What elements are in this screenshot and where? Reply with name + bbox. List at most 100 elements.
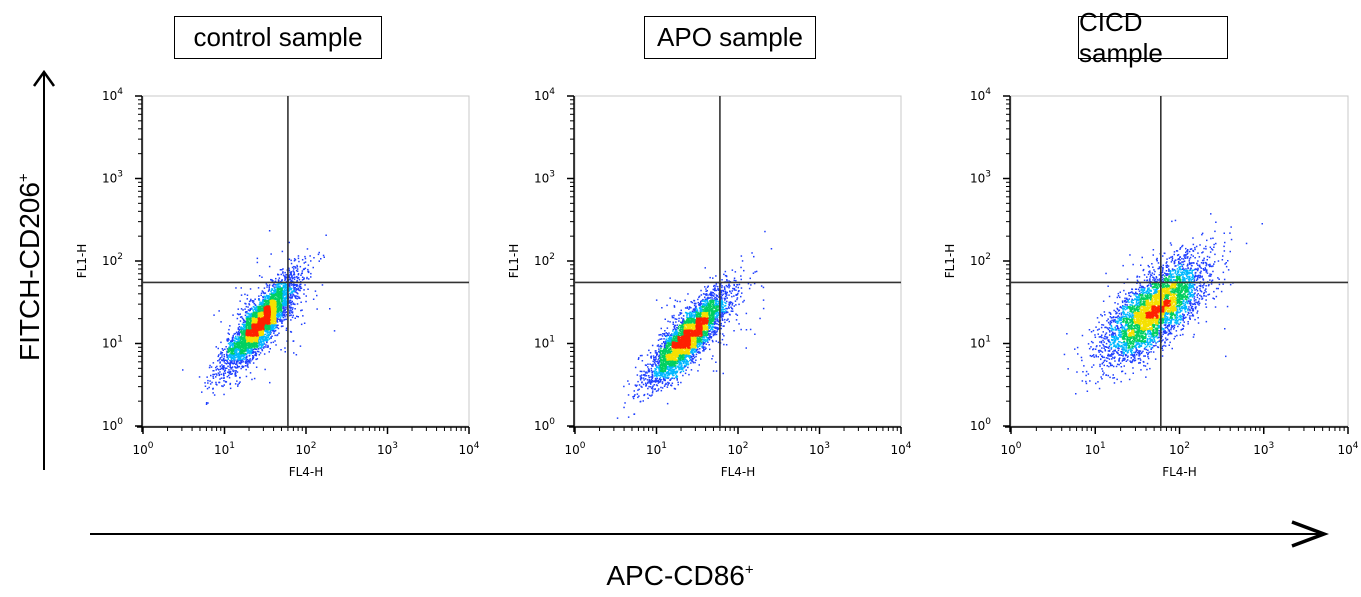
event-point [228,362,231,365]
x-tick-label: 104 [458,441,479,457]
event-point [239,336,242,339]
event-point [290,292,292,294]
event-point [704,298,707,300]
event-point [642,374,645,376]
event-point [248,313,250,316]
event-point [684,311,687,314]
event-point [726,291,728,294]
event-point [246,337,248,340]
event-point [229,364,231,366]
event-point [216,374,218,376]
event-point [295,269,298,272]
event-point [691,301,693,304]
event-point [241,365,244,367]
event-point [236,343,238,345]
event-point [273,316,276,319]
event-point [250,336,253,338]
event-point [683,366,686,368]
event-point [279,316,281,318]
event-point [257,333,259,335]
event-point [693,302,696,305]
event-point [234,340,236,342]
event-point [264,338,266,340]
event-point [289,301,292,304]
event-point [281,315,283,318]
event-point [229,344,231,346]
event-point [242,355,245,357]
event-point [225,346,227,348]
event-point [229,382,232,385]
event-point [278,302,281,304]
event-point [770,248,773,250]
event-point [240,331,242,333]
event-point [715,319,717,321]
event-point [667,383,670,385]
event-point [232,339,234,342]
event-point [232,347,234,350]
event-point [249,344,251,346]
event-point [274,309,276,312]
event-point [726,279,728,281]
event-point [676,377,678,380]
event-point [268,288,271,290]
event-point [235,360,238,363]
event-point [266,286,268,288]
event-point [695,355,697,358]
event-point [217,355,219,358]
event-point [695,359,697,361]
flow-cytometry-plots: 100 101 102 103 104100101102103104FL4-HFL1-H… [75,87,1359,479]
event-point [670,384,673,386]
event-point [749,328,752,331]
event-point [273,320,275,323]
event-point [624,402,626,404]
event-point [306,277,308,280]
event-point [249,347,251,350]
event-point [245,368,247,371]
event-point [664,334,666,337]
event-point [251,313,254,315]
y-tick-label: 101 [102,335,123,351]
event-point [293,289,295,292]
event-point [707,341,709,343]
event-point [299,265,302,268]
event-point [256,337,258,339]
event-point [693,309,695,312]
event-point [280,304,283,307]
event-point [257,339,259,342]
event-point [249,314,251,316]
event-point [282,314,284,317]
event-point [692,354,695,356]
event-point [262,300,264,302]
event-point [275,326,277,328]
event-point [644,374,646,376]
event-point [219,378,221,380]
event-point [282,284,285,287]
event-point [274,303,276,305]
event-point [638,384,641,386]
event-point [236,333,239,335]
event-point [722,333,724,335]
event-point [255,332,257,334]
event-point [694,361,696,364]
event-point [221,367,223,370]
event-point [230,359,233,361]
event-point [277,294,280,297]
x-tick-label: 102 [295,441,316,457]
event-point [256,321,258,323]
event-point [729,302,732,304]
event-point [277,318,279,320]
event-point [263,334,266,336]
y-tick-label: 104 [102,87,123,103]
event-point [229,325,231,327]
event-point [731,290,733,292]
event-point [644,372,647,374]
event-point [710,291,712,293]
event-point [239,341,241,343]
event-point [273,306,275,308]
event-point [282,311,284,313]
event-point [653,384,655,386]
event-point [213,394,216,396]
event-point [256,328,258,330]
event-point [733,283,735,286]
event-point [648,349,650,352]
